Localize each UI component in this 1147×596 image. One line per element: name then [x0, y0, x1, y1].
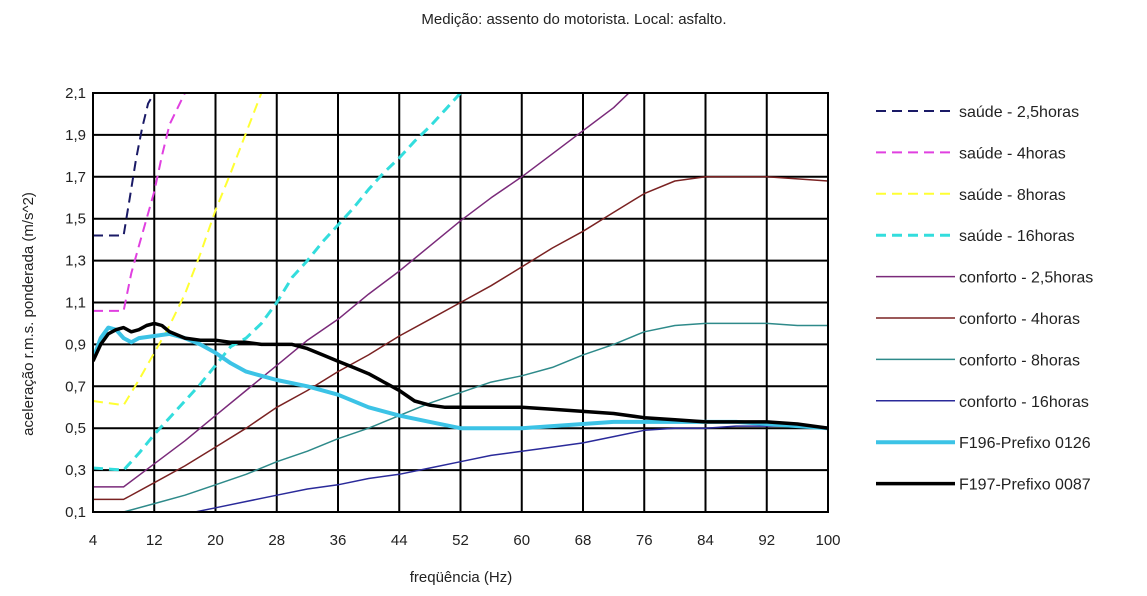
legend-label: saúde - 2,5horas — [959, 104, 1079, 121]
x-tick-label: 84 — [697, 532, 714, 549]
x-tick-label: 76 — [636, 532, 653, 549]
x-tick-label: 36 — [330, 532, 347, 549]
x-tick-label: 28 — [268, 532, 285, 549]
x-tick-label: 68 — [575, 532, 592, 549]
legend-label: F196-Prefixo 0126 — [959, 435, 1091, 452]
x-tick-label: 60 — [513, 532, 530, 549]
x-tick-label: 44 — [391, 532, 408, 549]
x-tick-label: 20 — [207, 532, 224, 549]
series-line — [93, 321, 828, 430]
x-tick-label: 4 — [89, 532, 97, 549]
series-line — [93, 325, 828, 431]
y-tick-label: 0,7 — [65, 378, 86, 395]
legend-label: F197-Prefixo 0087 — [959, 477, 1091, 494]
y-tick-label: 0,3 — [65, 462, 86, 479]
y-tick-label: 2,1 — [65, 85, 86, 102]
y-tick-label: 1,7 — [65, 169, 86, 186]
y-tick-label: 1,5 — [65, 211, 86, 228]
x-tick-label: 100 — [815, 532, 840, 549]
series-line — [118, 322, 828, 512]
y-axis-ticks: 0,1 0,3 0,5 0,7 0,9 1,1 1,3 1,5 1,7 1,9 2,1 — [65, 85, 86, 521]
legend-label: conforto - 2,5horas — [959, 270, 1093, 287]
legend-label: saúde - 16horas — [959, 228, 1075, 245]
x-tick-label: 92 — [758, 532, 775, 549]
series-line — [191, 425, 828, 512]
plot-frame — [92, 92, 829, 513]
x-tick-label: 12 — [146, 532, 163, 549]
y-tick-label: 0,9 — [65, 336, 86, 353]
series-line — [93, 93, 156, 237]
series-line — [93, 93, 263, 407]
x-tick-label: 52 — [452, 532, 469, 549]
y-tick-label: 1,1 — [65, 295, 86, 312]
x-axis-ticks: 4 12 20 28 36 44 52 60 68 76 84 92 100 — [89, 532, 841, 549]
legend-label: saúde - 8horas — [959, 187, 1066, 204]
y-tick-label: 0,1 — [65, 504, 86, 521]
series-line — [93, 93, 462, 472]
x-axis-label: freqüência (Hz) — [410, 569, 513, 586]
legend-label: conforto - 8horas — [959, 352, 1080, 369]
series-layer — [93, 93, 828, 512]
y-tick-label: 1,9 — [65, 127, 86, 144]
chart-title: Medição: assento do motorista. Local: as… — [421, 11, 726, 28]
series-line — [93, 93, 186, 312]
legend-label: conforto - 4horas — [959, 311, 1080, 328]
y-tick-label: 0,5 — [65, 420, 86, 437]
series-line — [93, 93, 630, 488]
y-tick-label: 1,3 — [65, 253, 86, 270]
legend-label: conforto - 16horas — [959, 394, 1089, 411]
y-axis-label: aceleração r.m.s. ponderada (m/s^2) — [20, 192, 37, 436]
legend: saúde - 2,5horas saúde - 4horas saúde - 8h… — [876, 104, 1093, 494]
legend-label: saúde - 4horas — [959, 145, 1066, 162]
series-line — [93, 176, 828, 501]
